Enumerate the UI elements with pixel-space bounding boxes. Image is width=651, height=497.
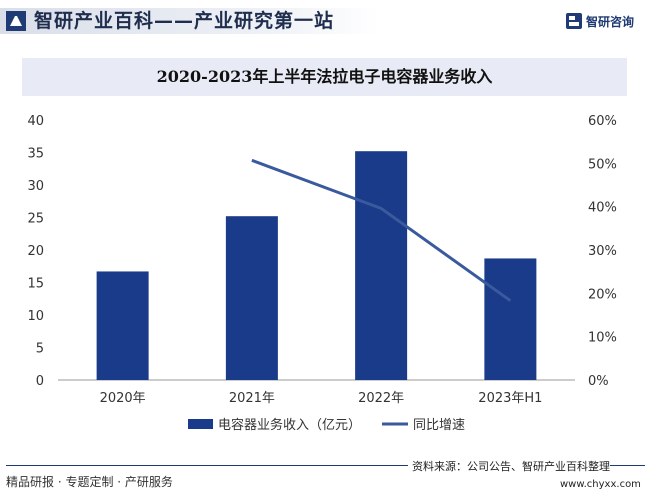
y-right-tick-label: 0% [588, 374, 609, 389]
header-title: 智研产业百科——产业研究第一站 [34, 10, 335, 32]
brand-logo-icon [566, 13, 582, 29]
chart-title: 2020-2023年上半年法拉电子电容器业务收入 [156, 67, 493, 86]
legend-bar-label: 电容器业务收入（亿元） [218, 417, 361, 433]
y-right-tick-label: 10% [588, 331, 617, 346]
header-band [0, 8, 380, 34]
y-left-tick-label: 25 [27, 212, 44, 227]
x-tick-label: 2022年 [358, 391, 404, 406]
footer-tagline: 精品研报 · 专题定制 · 产研服务 [6, 475, 173, 489]
y-left-tick-label: 5 [36, 342, 44, 357]
bar-revenue [96, 271, 149, 380]
footer-divider [6, 465, 645, 466]
y-right-tick-label: 30% [588, 244, 617, 259]
footer-source: 资料来源：公司公告、智研产业百科整理 [408, 458, 610, 474]
bar-revenue [484, 258, 537, 380]
x-tick-label: 2020年 [100, 391, 146, 406]
y-left-tick-label: 35 [27, 147, 44, 162]
chart-title-band: 2020-2023年上半年法拉电子电容器业务收入 [22, 58, 627, 96]
y-left-tick-label: 15 [27, 277, 44, 292]
x-tick-label: 2021年 [229, 391, 275, 406]
y-right-tick-label: 20% [588, 287, 617, 302]
y-left-tick-label: 20 [27, 244, 44, 259]
y-right-tick-label: 40% [588, 201, 617, 216]
line-growth [251, 158, 512, 302]
y-left-tick-label: 0 [36, 374, 44, 389]
brand: 智研咨询 [566, 11, 634, 31]
footer-url: www.chyxx.com [560, 479, 641, 490]
y-left-tick-label: 10 [27, 309, 44, 324]
x-tick-label: 2023年H1 [478, 391, 542, 406]
y-left-tick-label: 40 [27, 114, 44, 129]
legend-line-label: 同比增速 [413, 418, 465, 433]
bar-revenue [225, 216, 278, 380]
legend-bar-swatch [188, 419, 213, 429]
page-header: 智研产业百科——产业研究第一站 智研咨询 [0, 0, 651, 40]
brand-name: 智研咨询 [586, 14, 635, 29]
y-right-tick-label: 60% [588, 114, 617, 129]
header-logo-icon [6, 11, 26, 31]
bar-revenue [355, 151, 408, 380]
y-right-tick-label: 50% [588, 157, 617, 172]
y-left-tick-label: 30 [27, 179, 44, 194]
